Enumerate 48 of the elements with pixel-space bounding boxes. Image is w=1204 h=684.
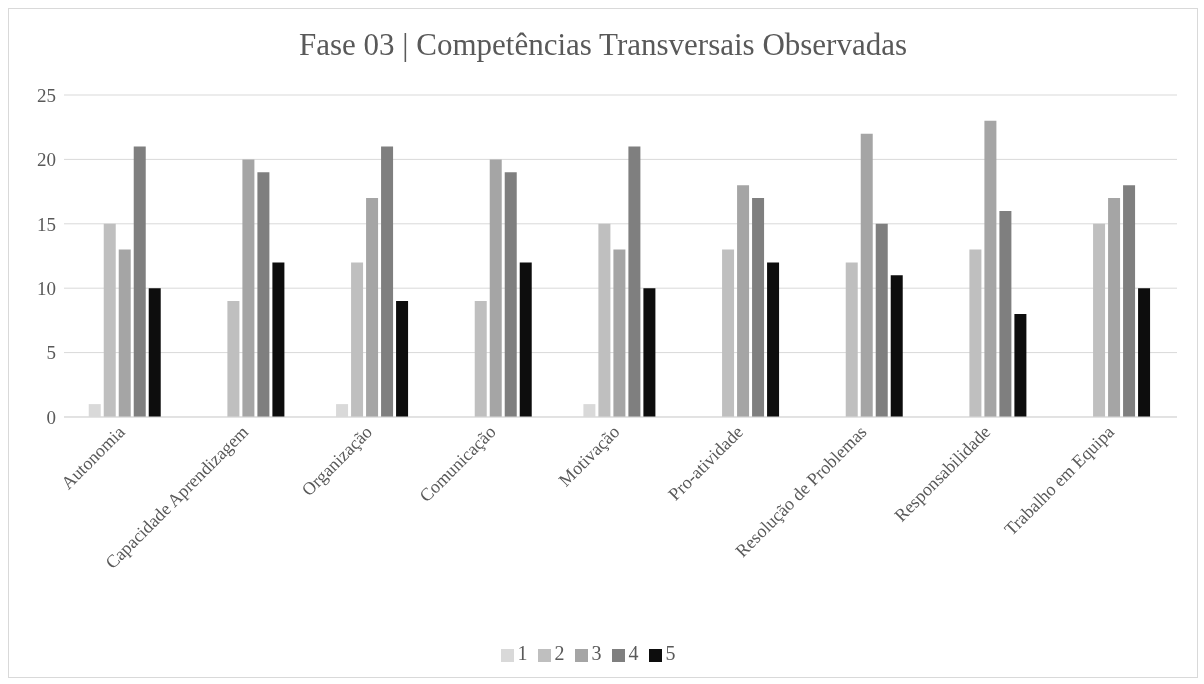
bar xyxy=(489,159,502,417)
bar xyxy=(242,159,255,417)
bar xyxy=(118,249,131,417)
bar xyxy=(519,262,532,417)
bar xyxy=(1123,185,1136,417)
bar xyxy=(504,172,517,417)
bar xyxy=(737,185,750,417)
bar xyxy=(148,288,161,417)
bar xyxy=(999,210,1012,417)
bar xyxy=(613,249,626,417)
bar xyxy=(351,262,364,417)
bar xyxy=(396,301,409,417)
y-tick-label: 0 xyxy=(46,406,56,428)
bar xyxy=(257,172,270,417)
legend-label: 1 xyxy=(517,642,528,664)
bar xyxy=(1108,198,1121,417)
bar xyxy=(1014,313,1027,417)
bar xyxy=(474,301,487,417)
bar xyxy=(381,146,394,417)
bar xyxy=(845,262,858,417)
bar xyxy=(366,198,379,417)
y-tick-label: 10 xyxy=(37,277,56,299)
legend-label: 2 xyxy=(554,642,565,664)
y-tick-label: 25 xyxy=(37,84,56,106)
bar xyxy=(860,133,873,417)
legend-label: 3 xyxy=(591,642,602,664)
bar xyxy=(767,262,780,417)
bar xyxy=(133,146,146,417)
bar xyxy=(643,288,656,417)
y-tick-label: 15 xyxy=(37,213,56,235)
y-tick-label: 20 xyxy=(37,149,56,171)
bar xyxy=(272,262,285,417)
bar xyxy=(1138,288,1151,417)
bar xyxy=(1093,223,1106,417)
bar xyxy=(875,223,888,417)
bar xyxy=(628,146,641,417)
bar xyxy=(752,198,765,417)
bar xyxy=(103,223,116,417)
legend-label: 4 xyxy=(628,642,639,664)
legend-label: 5 xyxy=(665,642,676,664)
bar xyxy=(984,120,997,417)
bar xyxy=(722,249,735,417)
bar xyxy=(598,223,611,417)
bar xyxy=(969,249,982,417)
bar xyxy=(890,275,903,417)
chart-title: Fase 03 | Competências Transversais Observadas xyxy=(298,26,908,64)
y-tick-label: 5 xyxy=(46,342,56,364)
bar xyxy=(227,301,240,417)
